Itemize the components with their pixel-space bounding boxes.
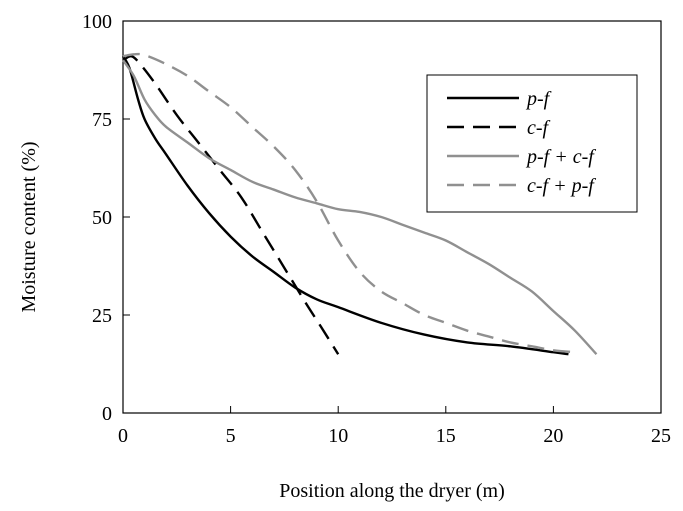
legend-label: p-f + c-f — [525, 146, 596, 168]
x-axis-title: Position along the dryer (m) — [279, 480, 505, 502]
series-line-p-f-c-f — [122, 59, 598, 356]
legend-label: c-f + p-f — [527, 175, 596, 197]
series-line-p-f — [121, 55, 569, 356]
y-tick-label: 100 — [82, 11, 112, 33]
y-tick-label: 0 — [102, 403, 112, 425]
x-tick-label: 25 — [651, 425, 671, 447]
x-tick-label: 0 — [118, 425, 128, 447]
x-tick-label: 5 — [226, 425, 236, 447]
y-axis-title: Moisture content (%) — [18, 141, 40, 312]
y-tick-label: 25 — [92, 305, 112, 327]
legend-label: c-f — [527, 117, 551, 139]
axis-ticks: 0 5 10 15 20 25 0 25 50 75 100 — [82, 11, 671, 447]
series-line-c-f-p-f — [122, 52, 576, 354]
y-tick-label: 50 — [92, 207, 112, 229]
legend-label: p-f — [525, 88, 552, 110]
series-line-c-f — [122, 55, 340, 355]
x-tick-label: 10 — [328, 425, 348, 447]
legend: p-f c-f p-f + c-f c-f + p-f — [426, 74, 638, 213]
y-tick-label: 75 — [92, 109, 112, 131]
x-tick-label: 15 — [436, 425, 456, 447]
x-tick-label: 20 — [543, 425, 563, 447]
series-lines — [121, 52, 598, 356]
